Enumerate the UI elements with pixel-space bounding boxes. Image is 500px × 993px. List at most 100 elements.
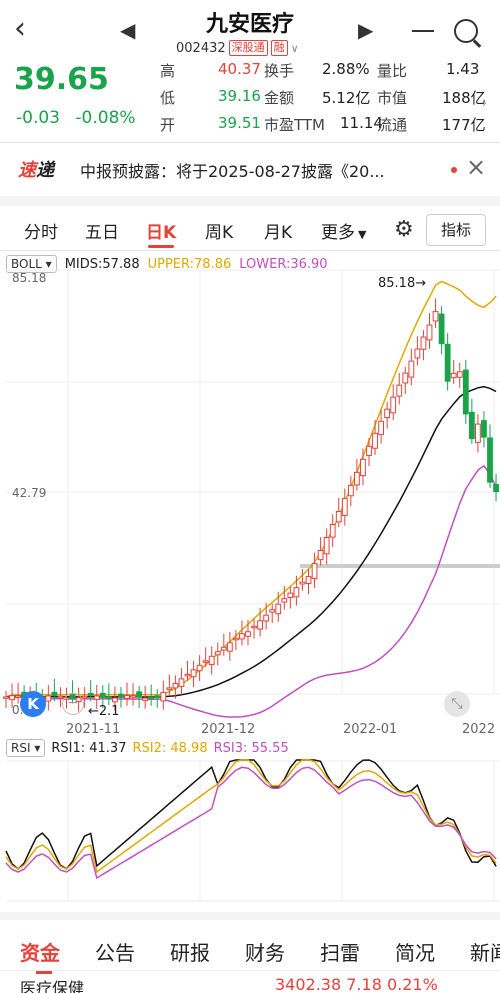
- tab-profile[interactable]: 简况: [395, 941, 435, 965]
- quote-value-open: 39.51: [218, 114, 261, 132]
- rsi-chart[interactable]: [0, 756, 500, 906]
- candle-body: [323, 537, 330, 555]
- tab-news[interactable]: 新闻: [470, 941, 500, 965]
- tab-research[interactable]: 研报: [170, 941, 210, 965]
- sector-row[interactable]: 医疗保健 3402.38 7.18 0.21%: [0, 970, 500, 993]
- candle-body: [105, 696, 112, 699]
- candle-body: [93, 695, 100, 700]
- ticker-text[interactable]: 中报预披露：将于2025-08-27披露《20...: [80, 162, 385, 181]
- candle-body: [390, 396, 397, 414]
- quote-label-amount: 金额: [264, 89, 295, 107]
- k-logo-icon[interactable]: K: [20, 691, 46, 717]
- candle-body: [160, 691, 167, 702]
- candle-body: [51, 691, 58, 696]
- chevron-down-icon[interactable]: ∨: [290, 41, 299, 55]
- kline-chart[interactable]: [0, 260, 500, 720]
- sector-name: 医疗保健: [20, 979, 85, 993]
- candle-body: [269, 609, 276, 613]
- tab-risk-scan[interactable]: 扫雷: [320, 941, 360, 965]
- candle-body: [372, 432, 378, 449]
- boll-legend: BOLL ▾ MIDS:57.88 UPPER:78.86 LOWER:36.9…: [6, 254, 328, 274]
- candle-body: [299, 581, 306, 585]
- candle-body: [257, 620, 264, 630]
- tab-daily-k[interactable]: 日K: [146, 223, 177, 243]
- tab-financials[interactable]: 财务: [245, 941, 285, 965]
- rsi2-line: [5, 759, 497, 874]
- candle-body: [468, 411, 475, 440]
- candle-body: [226, 642, 233, 652]
- x-axis-label: 2022: [462, 722, 496, 737]
- news-ticker[interactable]: 速递 中报预披露：将于2025-08-27披露《20... ×: [0, 143, 500, 195]
- boll-mids-value: MIDS:57.88: [64, 256, 140, 272]
- quote-value-turnover: 2.88%: [322, 60, 370, 78]
- price-change: -0.03 -0.08%: [16, 108, 136, 128]
- search-icon[interactable]: [454, 19, 478, 43]
- candle-body: [178, 678, 185, 687]
- candle-body: [456, 371, 463, 378]
- candle-body: [202, 660, 209, 663]
- quote-label-float: 流通: [377, 116, 408, 134]
- candle-body: [245, 631, 251, 637]
- tab-five-day[interactable]: 五日: [85, 223, 119, 243]
- connect-tag: 深股通: [228, 40, 268, 56]
- stock-title: 九安医疗: [205, 12, 294, 37]
- boll-lower-line: [5, 464, 497, 718]
- section-gap: [0, 196, 500, 206]
- candle-body: [239, 633, 245, 640]
- candle-body: [366, 445, 372, 456]
- rsi1-line: [5, 759, 497, 871]
- candle-body: [329, 523, 336, 538]
- candle-body: [354, 471, 360, 486]
- next-stock-icon[interactable]: ▶: [358, 18, 374, 42]
- tab-announcements[interactable]: 公告: [95, 941, 135, 965]
- stock-code: 002432: [176, 40, 226, 56]
- rsi-legend: RSI ▾ RSI1: 41.37 RSI2: 48.98 RSI3: 55.5…: [6, 739, 289, 757]
- candle-body: [414, 348, 421, 359]
- tab-funds[interactable]: 资金: [20, 941, 60, 965]
- margin-tag: 融: [270, 40, 288, 56]
- candle-body: [305, 576, 312, 584]
- tab-weekly-k[interactable]: 周K: [205, 223, 234, 243]
- candle-body: [450, 372, 457, 379]
- boll-indicator-dropdown[interactable]: BOLL ▾: [6, 255, 57, 273]
- tab-intraday[interactable]: 分时: [24, 223, 58, 243]
- candle-body: [487, 437, 493, 483]
- candle-body: [287, 592, 294, 599]
- prev-stock-icon[interactable]: ◀: [120, 18, 136, 42]
- candle-body: [347, 484, 354, 497]
- quote-value-low: 39.16: [218, 87, 261, 105]
- rsi-indicator-dropdown[interactable]: RSI ▾: [6, 739, 46, 757]
- close-icon[interactable]: ×: [466, 153, 487, 181]
- candle-body: [57, 695, 64, 699]
- candle-body: [9, 695, 15, 701]
- zoom-out-icon[interactable]: −: [62, 693, 84, 715]
- candle-body: [408, 360, 415, 378]
- change-percent: -0.08%: [75, 108, 136, 128]
- candle-body: [420, 336, 427, 350]
- expand-icon[interactable]: ⤡: [444, 691, 470, 717]
- quote-value-amount: 5.12亿: [322, 89, 371, 107]
- quote-label-volratio: 量比: [377, 62, 408, 80]
- boll-upper-value: UPPER:78.86: [147, 256, 232, 272]
- candle-body: [317, 550, 324, 561]
- candle-body: [275, 603, 282, 615]
- chevron-right-icon[interactable]: ›: [482, 96, 487, 110]
- candle-body: [99, 692, 106, 698]
- back-arrow-icon[interactable]: ‹: [14, 11, 26, 46]
- rsi2-value: RSI2: 48.98: [132, 740, 208, 756]
- quote-label-open: 开: [160, 116, 176, 134]
- candle-body: [438, 313, 445, 345]
- candle-body: [384, 408, 391, 419]
- candle-body: [190, 669, 197, 678]
- gear-icon[interactable]: ⚙: [394, 217, 414, 242]
- quote-label-high: 高: [160, 62, 176, 80]
- tab-more[interactable]: 更多 ▼: [321, 223, 367, 243]
- indicator-button[interactable]: 指标: [426, 214, 486, 246]
- tab-monthly-k[interactable]: 月K: [264, 223, 293, 243]
- current-price: 39.65: [14, 62, 109, 97]
- y-axis-top-label: 85.18: [12, 271, 47, 285]
- minus-icon[interactable]: [412, 30, 434, 32]
- candle-body: [130, 695, 136, 698]
- candle-body: [475, 423, 481, 443]
- candle-body: [15, 695, 21, 698]
